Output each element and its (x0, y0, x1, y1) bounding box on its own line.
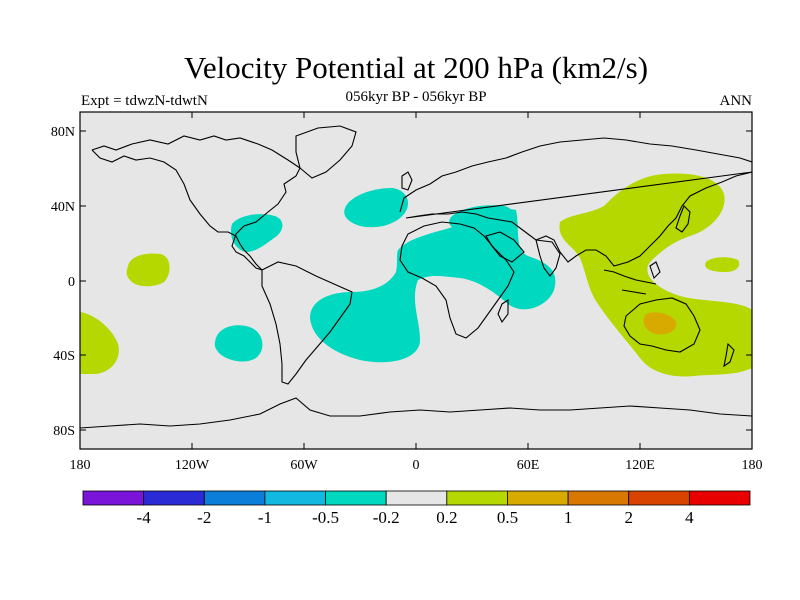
coast-south-america (261, 261, 353, 385)
coast-new-zealand (723, 342, 735, 368)
colorbar-label: 0.2 (436, 508, 457, 527)
colorbar-swatch (325, 490, 387, 506)
coast-india (535, 239, 561, 277)
x-tick-label: 180 (742, 458, 763, 473)
x-axis: 180 120W 60W 0 60E 120E 180 (70, 112, 763, 473)
coast-arabia (485, 231, 525, 263)
y-axis: 80N 40N 0 40S 80S (51, 125, 752, 439)
x-tick-label: 60E (517, 458, 540, 473)
y-tick-label: 80N (51, 125, 75, 140)
region-west-pacific-positive (559, 173, 752, 377)
coast-southeast-asia-islands (603, 261, 661, 295)
coast-madagascar (497, 298, 509, 324)
colorbar-label: 1 (564, 508, 573, 527)
colorbar-label: -1 (258, 508, 272, 527)
season-label: ANN (719, 93, 753, 109)
x-tick-label: 120E (625, 458, 655, 473)
colorbar-swatch (567, 490, 630, 506)
coast-eurasia (399, 137, 752, 267)
x-tick-label: 180 (70, 458, 91, 473)
colorbar-swatch (143, 490, 205, 506)
colorbar-label: -2 (197, 508, 211, 527)
colorbar-label: 4 (685, 508, 694, 527)
coast-antarctica (80, 397, 752, 429)
colorbar-label: 0.5 (497, 508, 518, 527)
colorbar-swatch (688, 490, 751, 506)
region-central-pacific-positive (126, 253, 170, 287)
colorbar-swatch (203, 490, 266, 506)
region-east-pacific-positive (705, 257, 740, 272)
region-south-pacific-negative (214, 325, 263, 362)
colorbar-swatch (82, 490, 145, 506)
shaded-regions (80, 173, 752, 377)
region-north-atlantic-negative (344, 188, 408, 228)
coast-greenland (295, 125, 357, 179)
colorbar-swatch (628, 490, 690, 506)
chart-title: Velocity Potential at 200 hPa (km2/s) (183, 50, 649, 85)
colorbar-swatch (446, 490, 508, 506)
x-tick-label: 120W (175, 458, 210, 473)
colorbar-label: -4 (137, 508, 152, 527)
y-tick-label: 80S (53, 424, 75, 439)
region-dateline-south-positive (80, 312, 119, 374)
coast-japan (675, 205, 691, 233)
coast-uk (401, 171, 413, 191)
region-australia-strong-positive (643, 312, 677, 335)
y-tick-label: 40N (51, 200, 75, 215)
region-caribbean-negative (230, 214, 283, 252)
colorbar-swatch (385, 490, 448, 506)
colorbar: -4 -2 -1 -0.5 -0.2 0.2 0.5 1 2 4 (82, 490, 751, 527)
coast-africa (399, 221, 515, 339)
experiment-label: Expt = tdwzN-tdwtN (81, 93, 208, 109)
colorbar-label: -0.5 (312, 508, 339, 527)
coastlines (80, 125, 752, 429)
y-tick-label: 40S (53, 349, 75, 364)
colorbar-swatch (507, 490, 569, 506)
chart-subtitle: 056kyr BP - 056kyr BP (345, 89, 487, 105)
coast-australia (623, 297, 701, 353)
x-tick-label: 0 (413, 458, 420, 473)
colorbar-swatch (264, 490, 326, 506)
y-tick-label: 0 (68, 275, 75, 290)
x-tick-label: 60W (290, 458, 318, 473)
coast-north-america (91, 135, 301, 271)
colorbar-label: 2 (624, 508, 633, 527)
colorbar-label: -0.2 (373, 508, 400, 527)
